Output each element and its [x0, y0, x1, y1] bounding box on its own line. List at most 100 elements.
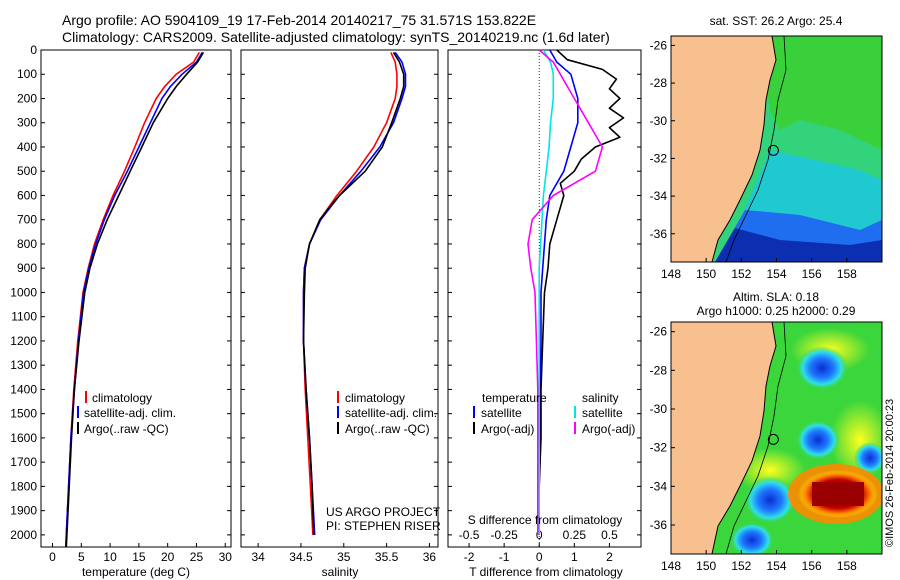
- sst-map: sat. SST: 26.2 Argo: 25.4 148 150 152 154 15…: [650, 14, 883, 281]
- lat-tick-label: -28: [650, 363, 668, 377]
- x-tick-label: 0: [49, 550, 56, 564]
- legend-label-argo: Argo(..raw -QC): [84, 422, 169, 436]
- coastline: [711, 322, 777, 554]
- sla-map-title-line-2: Argo h1000: 0.25 h2000: 0.29: [697, 304, 856, 318]
- lat-tick-label: -32: [650, 151, 668, 165]
- lon-tick-label: 158: [837, 267, 857, 281]
- legend-label-satellite: satellite-adj. clim.: [84, 406, 176, 420]
- s-tick-label: -0.25: [490, 528, 518, 542]
- lat-tick-label: -30: [650, 402, 668, 416]
- depth-tick-label: 300: [17, 116, 37, 130]
- x-tick-label: 34.5: [289, 550, 313, 564]
- difference-panel-frame: [447, 49, 642, 548]
- legend-label-temp-satellite: satellite: [481, 406, 522, 420]
- legend-label-climatology: climatology: [92, 391, 152, 405]
- depth-tick-label: 200: [17, 91, 37, 105]
- temperature-panel: 0 5 10 15 20 25 30: [49, 49, 233, 564]
- depth-tick-label: 1300: [10, 358, 37, 372]
- series-line: [302, 51, 405, 535]
- legend-label-argo: Argo(..raw -QC): [345, 422, 430, 436]
- sla-low-eddy: [730, 522, 774, 554]
- float-position-marker: [767, 144, 779, 156]
- x-tick-label: 15: [132, 550, 146, 564]
- sla-low-eddy: [854, 442, 882, 474]
- depth-tick-label: 900: [17, 261, 37, 275]
- sla-low-eddy: [744, 476, 796, 524]
- legend-title-temperature: temperature: [482, 391, 547, 405]
- lat-tick-label: -34: [650, 189, 668, 203]
- lon-tick-label: 150: [696, 267, 716, 281]
- s-tick-label: 0.25: [563, 528, 587, 542]
- s-tick-label: 0: [536, 528, 543, 542]
- difference-panel: -2 -1 0 1 2 -0.5 -0.25 0 0.25 0.5: [448, 49, 641, 564]
- lon-tick-label: 152: [731, 267, 751, 281]
- x-tick-label: 36: [423, 550, 437, 564]
- lon-tick-label: 154: [766, 559, 786, 573]
- legend-label-sal-argo: Argo(-adj): [582, 422, 635, 436]
- lon-tick-label: 150: [696, 559, 716, 573]
- depth-tick-label: 1800: [10, 479, 37, 493]
- s-tick-label: -0.5: [459, 528, 480, 542]
- lat-tick-label: -28: [650, 76, 668, 90]
- depth-tick-label: 500: [17, 164, 37, 178]
- depth-tick-label: 1700: [10, 455, 37, 469]
- land-mass: [671, 36, 776, 262]
- x-tick-label: -1: [499, 550, 510, 564]
- legend-label-satellite: satellite-adj. clim.: [345, 406, 437, 420]
- x-tick-label: -2: [464, 550, 475, 564]
- depth-tick-label: 0: [30, 43, 37, 57]
- sst-map-title: sat. SST: 26.2 Argo: 25.4: [710, 14, 843, 28]
- series-line: [65, 51, 200, 548]
- imos-timestamp: ©IMOS 26-Feb-2014 20:00:23: [884, 399, 896, 547]
- lat-tick-label: -26: [650, 38, 668, 52]
- x-tick-label: 2: [606, 550, 613, 564]
- depth-tick-label: 400: [17, 140, 37, 154]
- difference-legend: temperature salinity satellite Argo(-adj…: [468, 391, 636, 527]
- shelf-contour: [725, 36, 787, 262]
- series-line: [65, 51, 205, 548]
- x-tick-label: 10: [103, 550, 117, 564]
- lat-tick-label: -30: [650, 114, 668, 128]
- temperature-panel-frame: [40, 49, 232, 548]
- series-line: [527, 49, 604, 535]
- s-tick-label: 0.5: [601, 528, 618, 542]
- depth-tick-label: 1000: [10, 285, 37, 299]
- x-tick-label: 20: [161, 550, 175, 564]
- legend-title-salinity: salinity: [582, 391, 619, 405]
- sla-low-eddy: [796, 420, 840, 460]
- salinity-axis-label: salinity: [322, 565, 359, 579]
- depth-tick-label: 1500: [10, 407, 37, 421]
- lon-tick-label: 154: [766, 267, 786, 281]
- salinity-panel: 34 34.5 35 35.5 36: [241, 49, 438, 564]
- depth-axis: 0 100 200 300 400 500 600 700 800 900 1000 1100 1200…: [10, 43, 45, 542]
- series-line: [538, 49, 555, 535]
- x-tick-label: 30: [219, 550, 233, 564]
- temperature-axis-label: temperature (deg C): [82, 565, 190, 579]
- pi-annotation: PI: STEPHEN RISER: [326, 519, 441, 533]
- lat-tick-label: -36: [650, 518, 668, 532]
- lon-tick-label: 156: [802, 267, 822, 281]
- coastline: [711, 36, 777, 262]
- sst-coldest-water: [715, 228, 882, 262]
- project-annotation: US ARGO PROJECT: [326, 505, 441, 519]
- depth-tick-label: 700: [17, 213, 37, 227]
- sst-warm-core: [760, 36, 882, 150]
- x-tick-label: 0: [536, 550, 543, 564]
- legend-label-climatology: climatology: [345, 391, 405, 405]
- shelf-contour: [725, 322, 787, 554]
- lon-tick-label: 148: [661, 267, 681, 281]
- sla-low-eddy: [796, 346, 848, 390]
- lon-tick-label: 158: [837, 559, 857, 573]
- sla-map-title-line-1: Altim. SLA: 0.18: [733, 290, 819, 304]
- lat-tick-label: -26: [650, 325, 668, 339]
- x-tick-label: 1: [571, 550, 578, 564]
- sla-warm-eddy-core: [812, 482, 864, 506]
- sst-map-ticks: 148 150 152 154 156 158 -26 -28 -30 -32 -34 -36: [650, 38, 858, 281]
- series-line: [302, 52, 398, 535]
- salinity-legend: climatology satellite-adj. clim. Argo(..…: [326, 391, 441, 533]
- lat-tick-label: -34: [650, 479, 668, 493]
- header-line-2: Climatology: CARS2009. Satellite-adjuste…: [62, 29, 610, 45]
- depth-tick-label: 1600: [10, 431, 37, 445]
- depth-tick-label: 100: [17, 67, 37, 81]
- depth-tick-label: 1400: [10, 382, 37, 396]
